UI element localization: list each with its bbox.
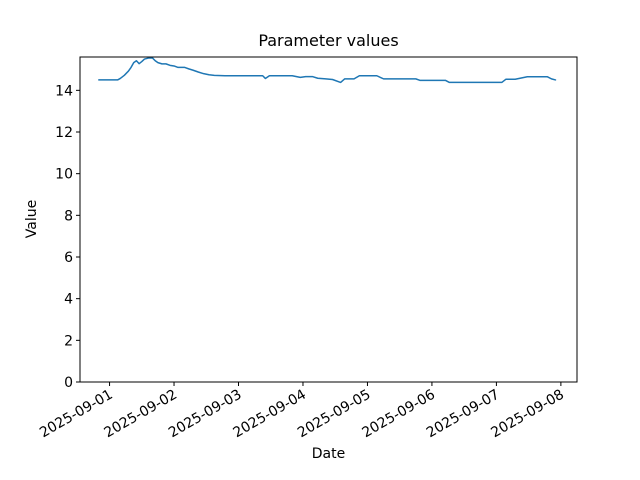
chart-title: Parameter values [258,31,399,50]
y-tick-label: 14 [55,83,73,99]
y-tick-label: 6 [64,250,73,266]
y-tick-label: 0 [64,375,73,391]
x-tick-label: 2025-09-08 [488,387,566,442]
y-tick-label: 12 [55,125,73,141]
x-axis-label: Date [311,446,346,462]
plot-frame [79,56,578,383]
y-tick-label: 8 [64,208,73,224]
y-tick-label: 2 [64,333,73,349]
y-tick-label: 4 [64,292,73,308]
y-tick-label: 10 [55,167,73,183]
data-line [98,57,557,84]
